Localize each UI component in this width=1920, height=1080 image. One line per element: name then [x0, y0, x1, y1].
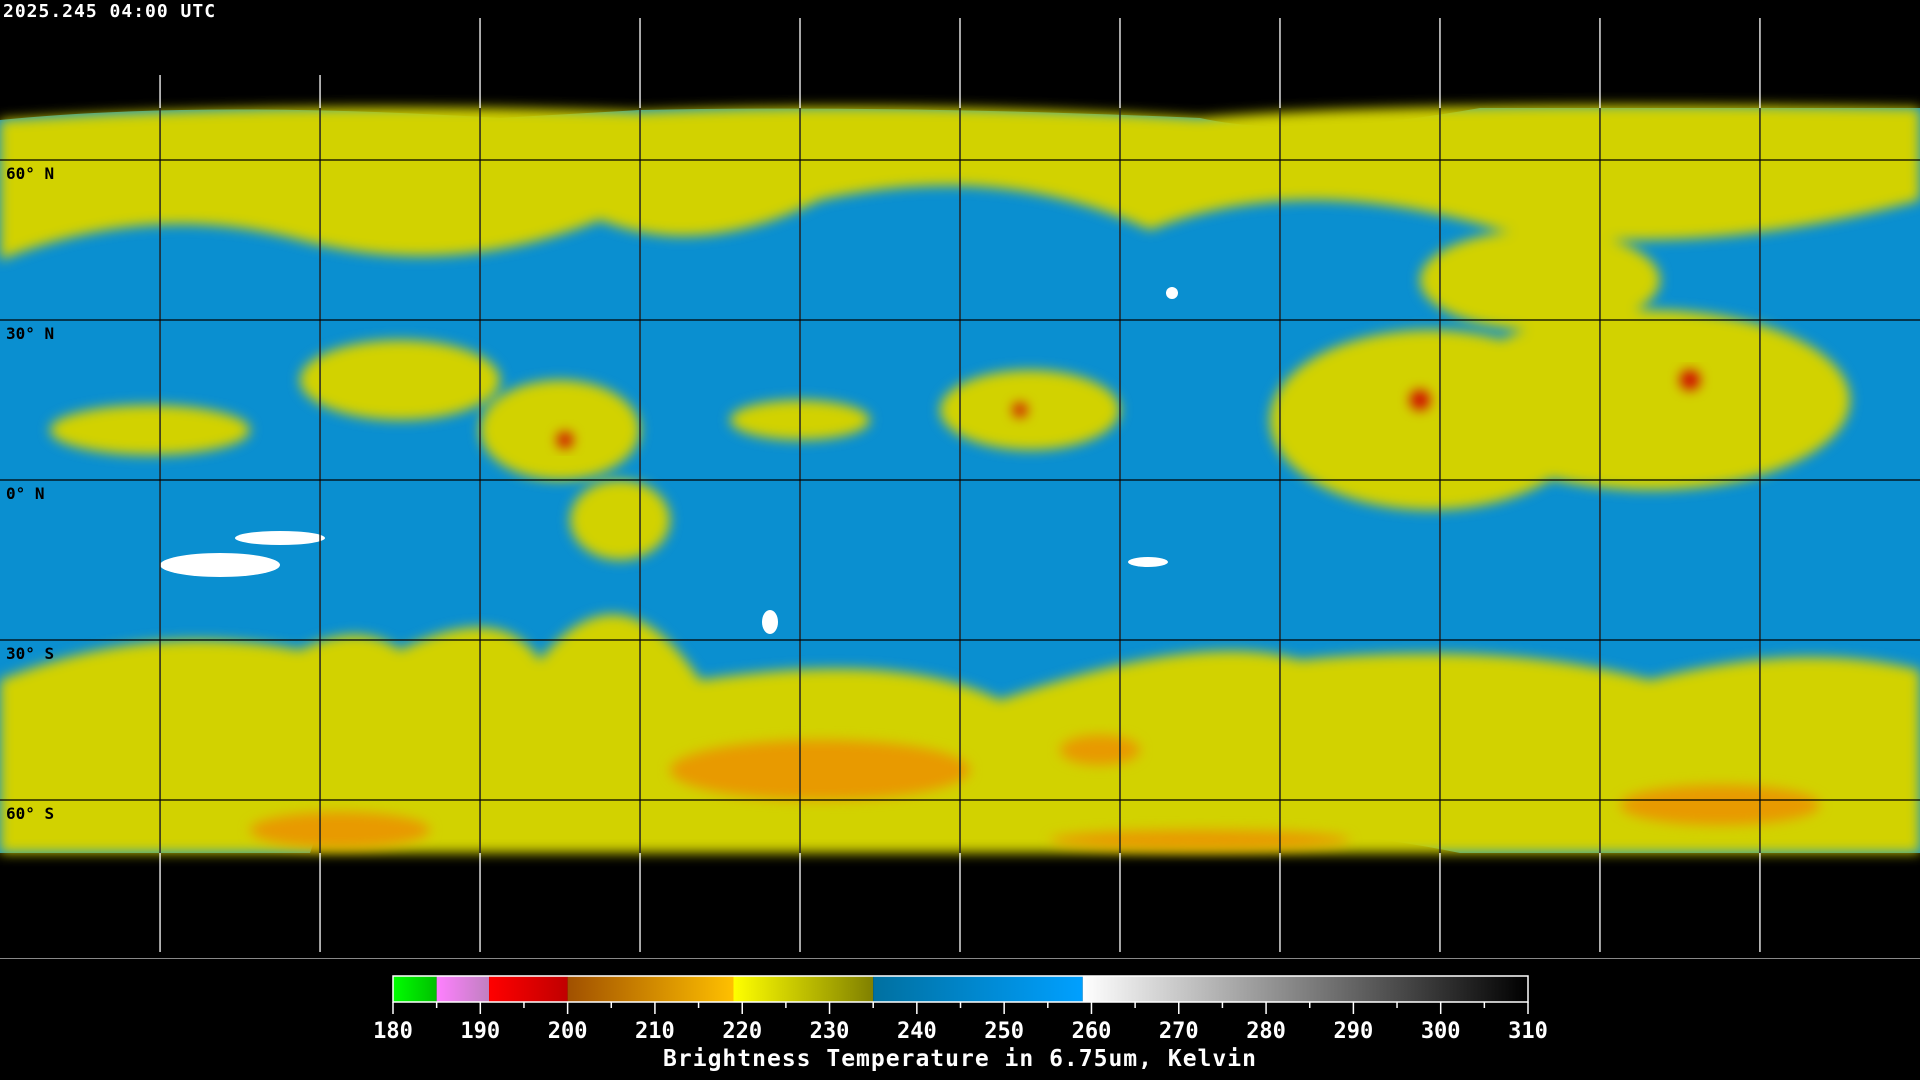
colorbar-segment — [733, 976, 874, 1002]
water-vapor-map: 2025.245 04:00 UTC 60° N 30° N 0° N 30° S 60… — [0, 0, 1920, 959]
colorbar-tick-label: 180 — [373, 1019, 413, 1044]
lat-label: 0° N — [6, 484, 45, 503]
colorbar-title: Brightness Temperature in 6.75um, Kelvin — [663, 1046, 1257, 1072]
colorbar-tick-label: 210 — [635, 1019, 675, 1044]
lat-label: 60° N — [6, 164, 55, 184]
colorbar-segment — [873, 976, 1083, 1002]
lat-label: 30° N — [6, 324, 55, 343]
colorbar-segment — [1082, 976, 1528, 1002]
colorbar-tick-label: 290 — [1334, 1019, 1374, 1044]
colorbar-segment — [567, 976, 734, 1002]
colorbar-tick-label: 250 — [984, 1019, 1024, 1044]
colorbar-tick-label: 270 — [1159, 1019, 1199, 1044]
map-image — [0, 18, 1920, 952]
red-cores — [557, 370, 1700, 448]
colorbar-tick-label: 310 — [1508, 1019, 1548, 1044]
orange-regions — [250, 735, 1820, 850]
colorbar-segment — [489, 976, 568, 1002]
lat-lon-grid — [0, 18, 1920, 952]
white-warm-spots — [160, 287, 1178, 634]
colorbar-tick-label: 240 — [897, 1019, 937, 1044]
timestamp-label: 2025.245 04:00 UTC — [3, 1, 217, 22]
colorbar-tick-label: 280 — [1246, 1019, 1286, 1044]
colorbar: 180 190 200 210 220 230 240 250 260 270 280 290 300 3… — [373, 975, 1548, 1044]
colorbar-tick-label: 230 — [810, 1019, 850, 1044]
colorbar-tick-label: 260 — [1072, 1019, 1112, 1044]
lat-label: 30° S — [6, 643, 55, 663]
colorbar-tick-label: 220 — [722, 1019, 762, 1044]
lat-label: 60° S — [6, 803, 55, 823]
colorbar-tick-label: 300 — [1421, 1019, 1461, 1044]
colorbar-segment — [393, 976, 437, 1002]
colorbar-tick-label: 200 — [548, 1019, 588, 1044]
colorbar-segment — [436, 976, 490, 1002]
colorbar-tick-label: 190 — [460, 1019, 500, 1044]
